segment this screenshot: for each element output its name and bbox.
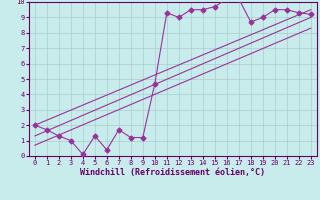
X-axis label: Windchill (Refroidissement éolien,°C): Windchill (Refroidissement éolien,°C) <box>80 168 265 177</box>
